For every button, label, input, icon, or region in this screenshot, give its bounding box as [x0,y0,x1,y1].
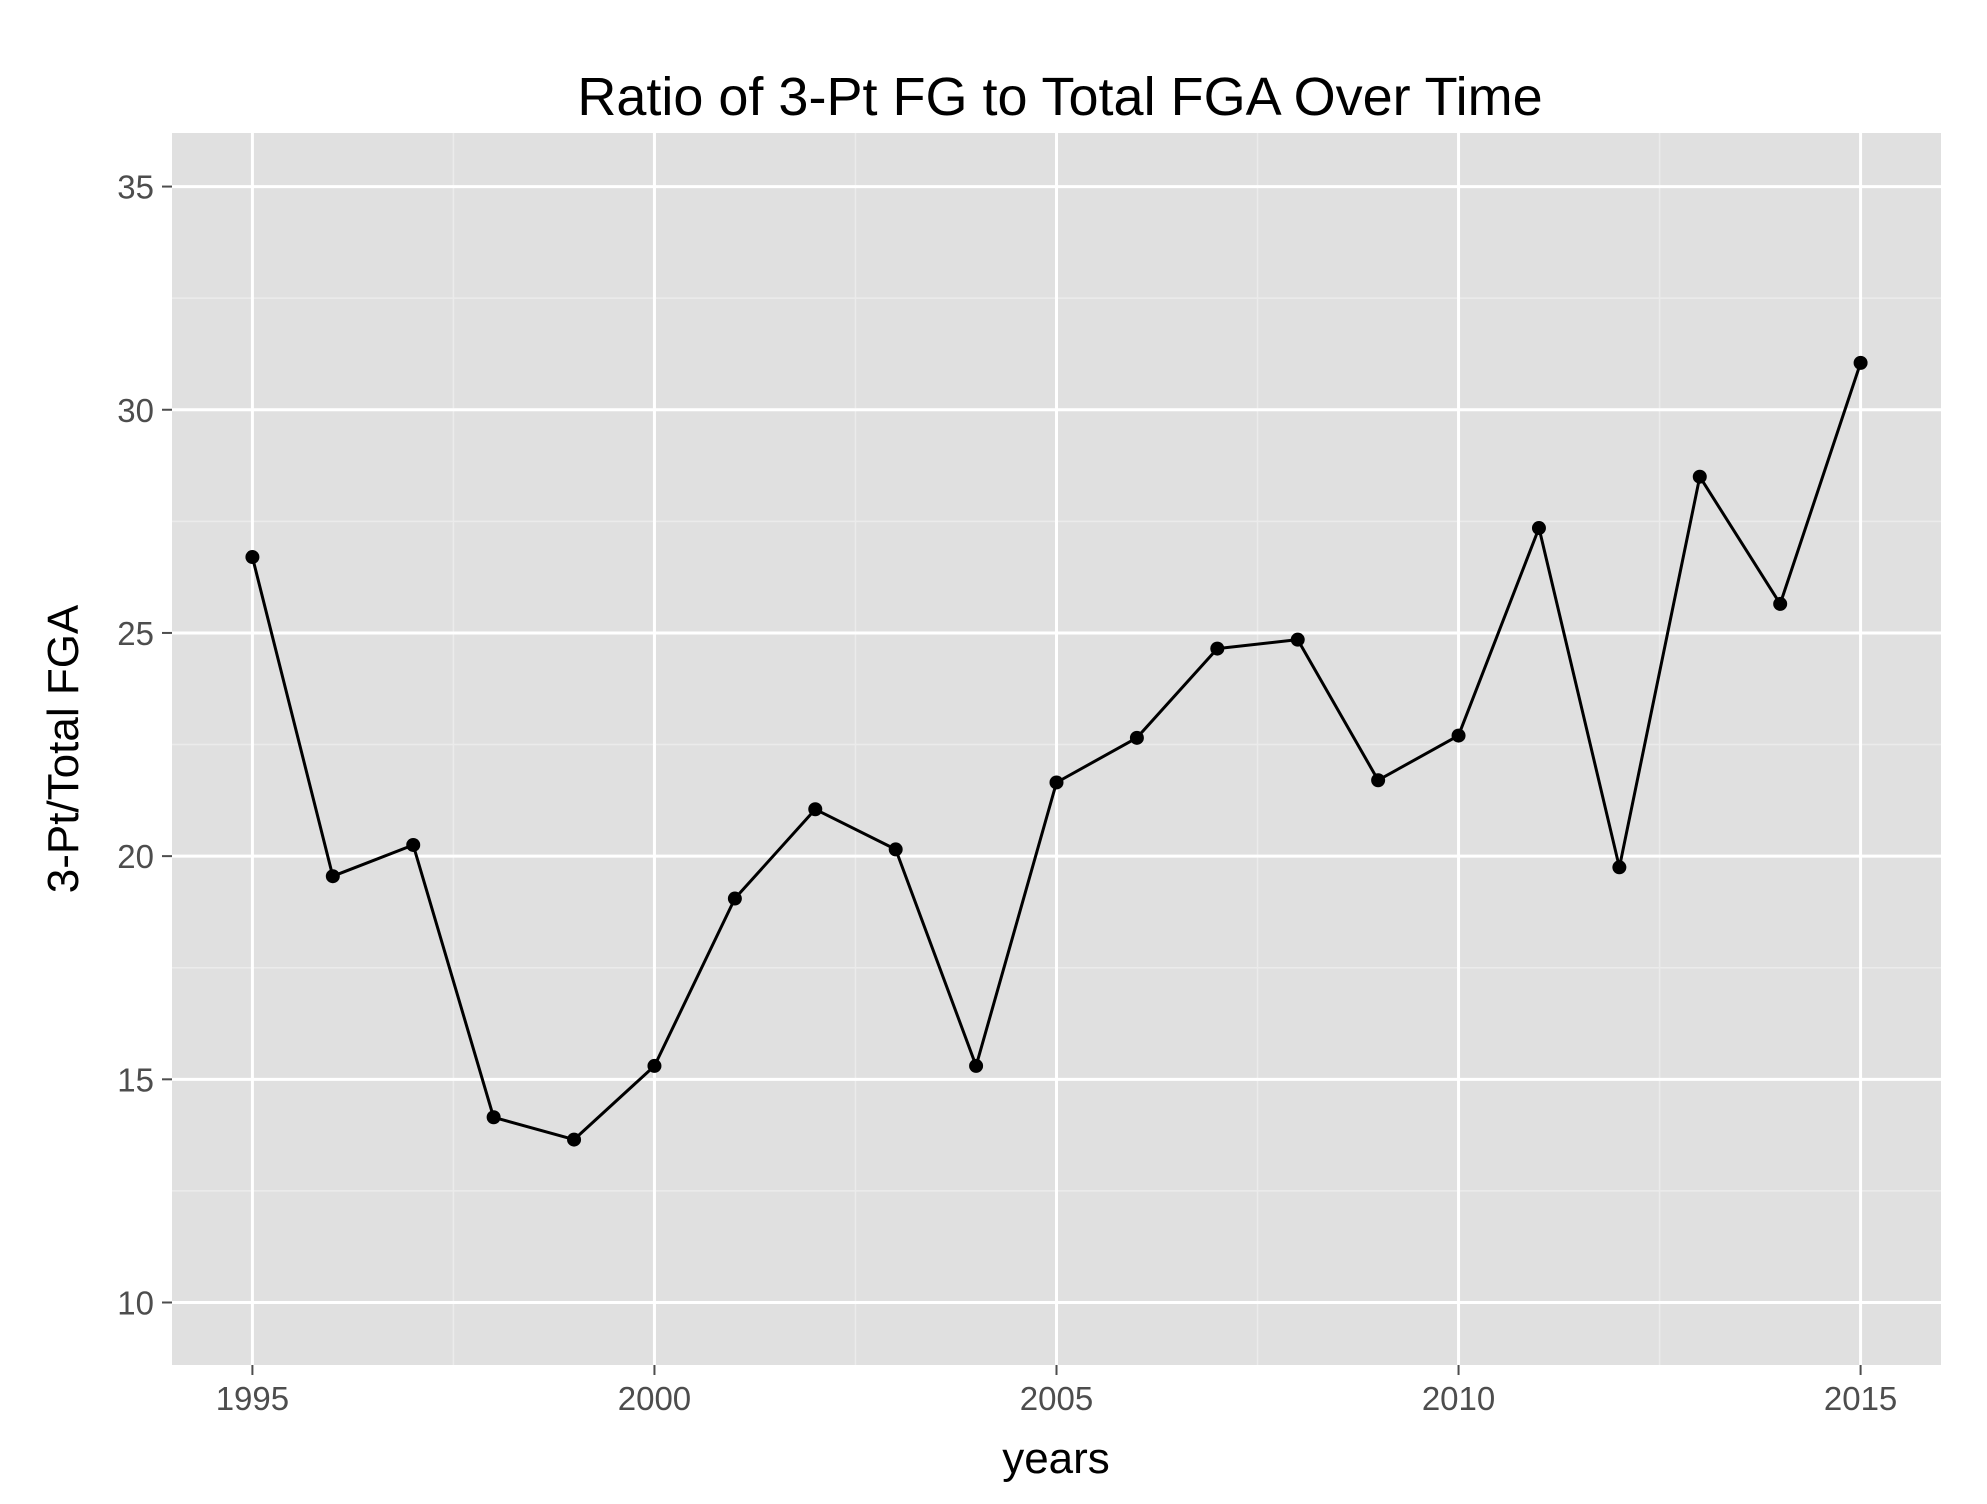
data-point [406,837,421,852]
x-tick-label: 2000 [618,1380,691,1417]
x-axis: 1995 2000 2005 2010 2015 [216,1365,1897,1417]
data-point [647,1058,662,1073]
data-point [1371,773,1386,788]
data-point [1451,728,1466,743]
data-point [1049,775,1064,790]
major-gridlines [172,133,1941,1365]
x-axis-title: years [1002,1434,1110,1483]
data-point [1773,596,1788,611]
data-point [888,842,903,857]
data-point [1612,860,1627,875]
chart-title: Ratio of 3-Pt FG to Total FGA Over Time [577,67,1542,127]
x-tick-label: 1995 [216,1380,289,1417]
y-axis-title: 3-Pt/Total FGA [39,604,88,893]
y-tick-label: 35 [117,169,154,206]
y-tick-label: 15 [117,1061,154,1098]
data-point [1290,632,1305,647]
data-point [325,869,340,884]
data-point [727,891,742,906]
x-tick-label: 2005 [1020,1380,1093,1417]
data-point [969,1058,984,1073]
data-point [1531,521,1546,536]
data-point [1210,641,1225,656]
data-point [486,1110,501,1125]
y-tick-label: 10 [117,1285,154,1322]
data-point [567,1132,582,1147]
x-tick-label: 2010 [1422,1380,1495,1417]
y-tick-label: 30 [117,392,154,429]
data-point [245,550,260,565]
data-point [1129,730,1144,745]
y-axis: 10 15 20 25 30 35 [117,169,172,1322]
data-point [1853,355,1868,370]
data-point [808,802,823,817]
y-tick-label: 25 [117,615,154,652]
x-tick-label: 2015 [1824,1380,1897,1417]
data-point [1692,469,1707,484]
data-points [245,355,1868,1147]
y-tick-label: 20 [117,838,154,875]
